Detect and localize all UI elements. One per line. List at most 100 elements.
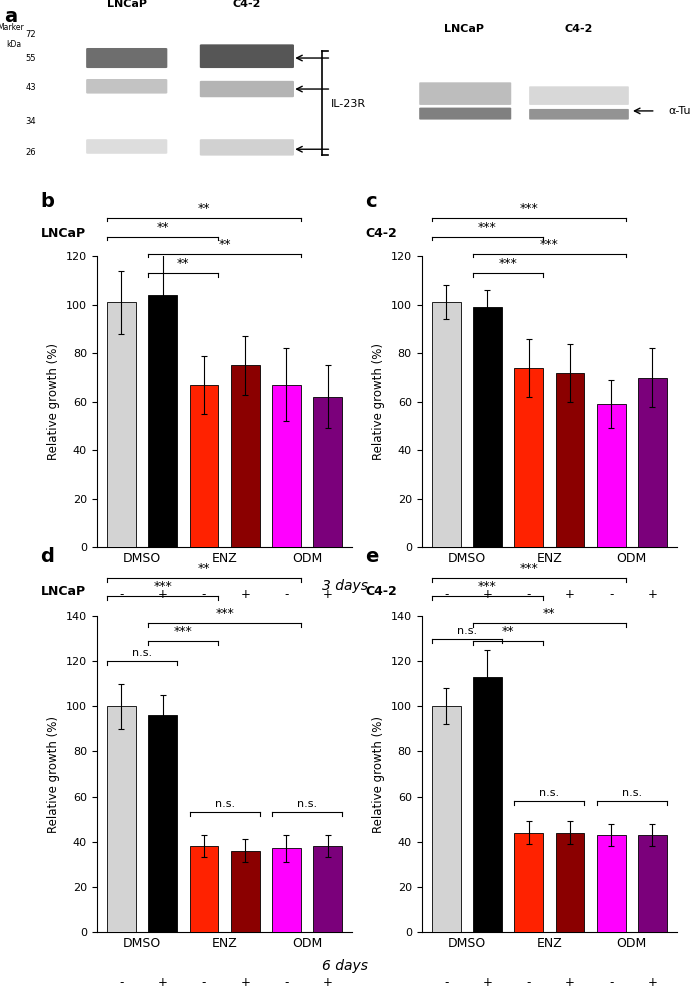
Bar <box>189 846 218 932</box>
Text: n.s.: n.s. <box>622 788 642 798</box>
Text: **: ** <box>543 606 556 620</box>
Bar <box>272 848 301 932</box>
Text: -: - <box>284 976 289 986</box>
Y-axis label: Relative growth (%): Relative growth (%) <box>372 716 385 832</box>
Text: 72: 72 <box>25 30 36 38</box>
Text: +: + <box>482 588 493 600</box>
FancyBboxPatch shape <box>419 107 511 119</box>
Text: C4-2: C4-2 <box>565 24 593 34</box>
Bar <box>107 706 136 932</box>
Text: kDa: kDa <box>7 39 21 48</box>
Bar <box>313 846 342 932</box>
Text: +: + <box>158 976 168 986</box>
Text: 26: 26 <box>25 148 36 158</box>
Bar <box>432 303 461 547</box>
FancyBboxPatch shape <box>419 82 511 105</box>
Text: +: + <box>158 588 168 600</box>
Text: n.s.: n.s. <box>457 626 477 636</box>
Text: ***: *** <box>499 257 518 270</box>
Text: ***: *** <box>540 238 559 251</box>
Text: b: b <box>41 192 55 211</box>
Text: e: e <box>366 547 379 566</box>
Text: d: d <box>41 547 55 566</box>
Text: -: - <box>527 588 531 600</box>
Bar <box>149 295 177 547</box>
Text: ***: *** <box>215 606 234 620</box>
FancyBboxPatch shape <box>529 108 629 119</box>
Text: +: + <box>323 588 332 600</box>
Bar <box>514 832 543 932</box>
Text: ***: *** <box>520 202 538 215</box>
Text: **: ** <box>502 625 514 638</box>
Text: LNCaP: LNCaP <box>106 0 146 9</box>
Bar <box>231 366 260 547</box>
Text: 55: 55 <box>26 53 36 62</box>
Text: LNCaP: LNCaP <box>41 585 86 598</box>
Text: 6 days: 6 days <box>323 959 368 973</box>
Bar <box>638 378 667 547</box>
Text: LNCaP: LNCaP <box>41 227 86 241</box>
Text: 3 days: 3 days <box>323 579 368 593</box>
Y-axis label: Relative growth (%): Relative growth (%) <box>48 716 60 832</box>
Text: c: c <box>366 192 377 211</box>
Text: -: - <box>284 588 289 600</box>
FancyBboxPatch shape <box>529 87 629 105</box>
Bar <box>432 706 461 932</box>
FancyBboxPatch shape <box>200 139 294 156</box>
Text: **: ** <box>198 562 210 575</box>
Text: +: + <box>647 976 657 986</box>
Bar <box>514 368 543 547</box>
Text: -: - <box>202 976 206 986</box>
Bar <box>107 303 136 547</box>
Text: +: + <box>240 588 250 600</box>
Bar <box>231 851 260 932</box>
Text: ***: *** <box>153 580 172 593</box>
Text: +: + <box>482 976 493 986</box>
Text: +: + <box>647 588 657 600</box>
Text: 43: 43 <box>25 83 36 92</box>
Text: n.s.: n.s. <box>214 800 235 810</box>
Text: **: ** <box>177 257 189 270</box>
Text: n.s.: n.s. <box>132 648 152 659</box>
Text: **: ** <box>218 238 231 251</box>
Text: n.s.: n.s. <box>297 800 317 810</box>
Text: ***: *** <box>174 625 193 638</box>
Text: C4-2: C4-2 <box>366 227 397 241</box>
Bar <box>189 385 218 547</box>
Text: C4-2: C4-2 <box>233 0 261 9</box>
Text: Marker: Marker <box>0 24 23 33</box>
Text: -: - <box>444 976 448 986</box>
Text: +: + <box>565 976 575 986</box>
Bar <box>556 832 585 932</box>
Y-axis label: Relative growth (%): Relative growth (%) <box>372 343 385 460</box>
Text: **: ** <box>156 221 169 234</box>
Text: C4-2: C4-2 <box>366 585 397 598</box>
Bar <box>638 835 667 932</box>
Bar <box>597 835 625 932</box>
Text: -: - <box>202 588 206 600</box>
Text: -: - <box>120 976 124 986</box>
Bar <box>149 716 177 932</box>
Bar <box>556 373 585 547</box>
FancyBboxPatch shape <box>86 48 167 68</box>
Text: +: + <box>323 976 332 986</box>
FancyBboxPatch shape <box>86 79 167 94</box>
Text: LNCaP: LNCaP <box>444 24 484 34</box>
Text: -: - <box>527 976 531 986</box>
Text: n.s.: n.s. <box>539 788 560 798</box>
Text: **: ** <box>198 202 210 215</box>
Text: -: - <box>120 588 124 600</box>
Bar <box>272 385 301 547</box>
Text: IL-23R: IL-23R <box>331 99 366 108</box>
Bar <box>313 397 342 547</box>
Text: -: - <box>609 588 614 600</box>
Text: a: a <box>4 7 17 26</box>
Bar <box>473 308 502 547</box>
Text: +: + <box>240 976 250 986</box>
Text: -: - <box>444 588 448 600</box>
Text: +: + <box>565 588 575 600</box>
Text: -: - <box>609 976 614 986</box>
FancyBboxPatch shape <box>200 81 294 98</box>
Text: ***: *** <box>478 580 497 593</box>
Bar <box>597 404 625 547</box>
